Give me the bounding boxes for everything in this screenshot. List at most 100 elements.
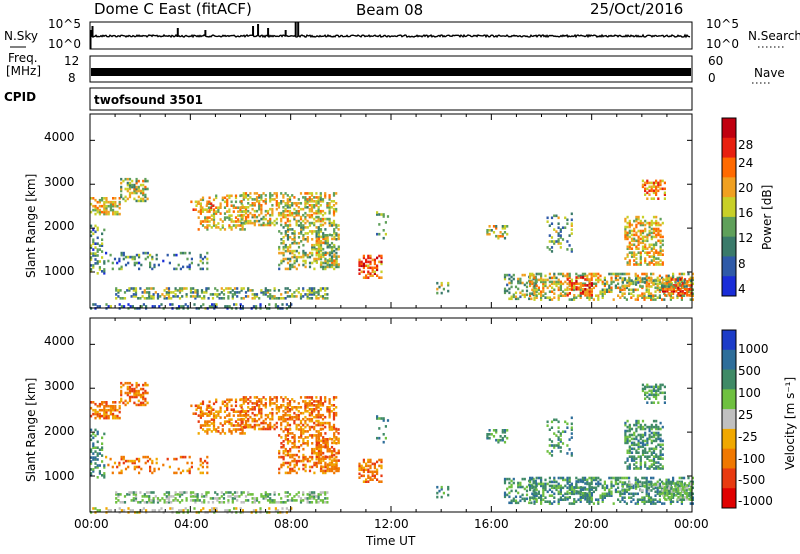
power-cell <box>94 230 97 234</box>
power-cell <box>297 241 301 245</box>
power-cell <box>503 227 507 230</box>
velocity-cell <box>519 499 522 503</box>
velocity-cell <box>641 449 645 453</box>
velocity-cell <box>144 461 147 465</box>
power-cell <box>153 263 156 267</box>
velocity-cell <box>306 417 309 421</box>
power-cell <box>131 183 134 187</box>
power-cell <box>691 282 694 286</box>
power-cell <box>249 219 252 223</box>
power-cell <box>284 213 287 217</box>
velocity-cell <box>371 474 374 478</box>
velocity-cell <box>623 492 626 496</box>
power-cell <box>559 230 562 233</box>
velocity-cell <box>194 493 197 496</box>
velocity-cell <box>278 451 281 455</box>
power-cell <box>614 272 617 276</box>
velocity-cell <box>519 485 522 489</box>
velocity-cell <box>120 471 123 475</box>
velocity-cell <box>239 412 242 415</box>
velocity-cell <box>128 387 132 391</box>
power-cell <box>335 192 338 195</box>
velocity-cell <box>683 498 686 501</box>
velocity-cell <box>273 499 276 502</box>
velocity-cell <box>103 404 106 408</box>
velocity-cell <box>228 509 231 512</box>
power-cell <box>624 257 627 260</box>
velocity-cell <box>310 398 314 401</box>
power-cell <box>289 245 292 249</box>
power-cell <box>652 197 655 200</box>
velocity-cell <box>302 432 305 435</box>
velocity-cell <box>137 501 140 504</box>
power-cell <box>233 291 237 294</box>
power-cell <box>199 259 202 263</box>
velocity-cell <box>328 447 331 451</box>
velocity-cell <box>521 477 524 481</box>
power-cell <box>324 211 327 215</box>
power-cell <box>440 283 443 287</box>
power-cell <box>503 291 507 295</box>
power-cell <box>688 284 691 287</box>
power-cell <box>328 224 331 227</box>
power-cell <box>322 235 325 239</box>
velocity-cell <box>302 453 305 457</box>
velocity-cell <box>132 491 135 494</box>
velocity-cell <box>116 414 119 418</box>
velocity-cell <box>680 480 683 484</box>
velocity-cell <box>109 457 112 461</box>
velocity-cell <box>251 425 254 429</box>
power-cell <box>680 278 683 282</box>
power-cell <box>231 297 234 300</box>
velocity-cell <box>317 432 320 435</box>
velocity-cell <box>189 493 193 496</box>
velocity-cell <box>140 509 143 512</box>
velocity-cell <box>288 402 292 405</box>
power-cell <box>299 215 303 219</box>
velocity-cell <box>531 492 534 496</box>
power-cell <box>328 263 331 267</box>
power-cell <box>306 293 309 296</box>
velocity-cell <box>503 479 507 483</box>
velocity-cell <box>557 490 560 494</box>
power-cell <box>116 204 119 208</box>
power-cell <box>575 278 578 282</box>
power-cell <box>337 236 340 239</box>
velocity-cell <box>253 425 256 429</box>
velocity-cell <box>575 476 578 480</box>
velocity-cell <box>528 501 531 505</box>
velocity-cell <box>306 499 309 502</box>
power-cell <box>201 210 205 213</box>
power-cell <box>535 296 538 299</box>
power-cell <box>503 231 507 234</box>
velocity-cell <box>650 500 653 503</box>
power-cell <box>228 194 231 198</box>
power-cell <box>241 210 244 213</box>
velocity-cell <box>271 398 274 401</box>
power-cell <box>114 197 117 200</box>
velocity-cell <box>152 497 155 500</box>
power-cell <box>564 292 567 295</box>
velocity-cell <box>691 480 694 484</box>
velocity-cell <box>146 459 149 463</box>
power-cell <box>575 288 578 291</box>
velocity-cell <box>603 496 606 499</box>
velocity-cell <box>306 440 309 443</box>
velocity-cell <box>133 401 136 405</box>
power-cell <box>280 192 283 195</box>
velocity-cell <box>284 436 287 439</box>
velocity-cell <box>326 491 329 494</box>
power-cell <box>553 282 556 286</box>
velocity-cell <box>335 442 338 445</box>
velocity-cell <box>103 474 106 477</box>
power-cell <box>92 252 95 255</box>
power-cell <box>308 221 311 225</box>
power-cell <box>326 202 329 205</box>
velocity-cell <box>559 488 562 492</box>
power-cell <box>286 206 289 209</box>
power-cell <box>525 289 529 293</box>
velocity-cell <box>333 449 336 453</box>
power-cell <box>610 282 613 286</box>
power-cell <box>332 211 336 215</box>
power-cell <box>647 276 650 280</box>
